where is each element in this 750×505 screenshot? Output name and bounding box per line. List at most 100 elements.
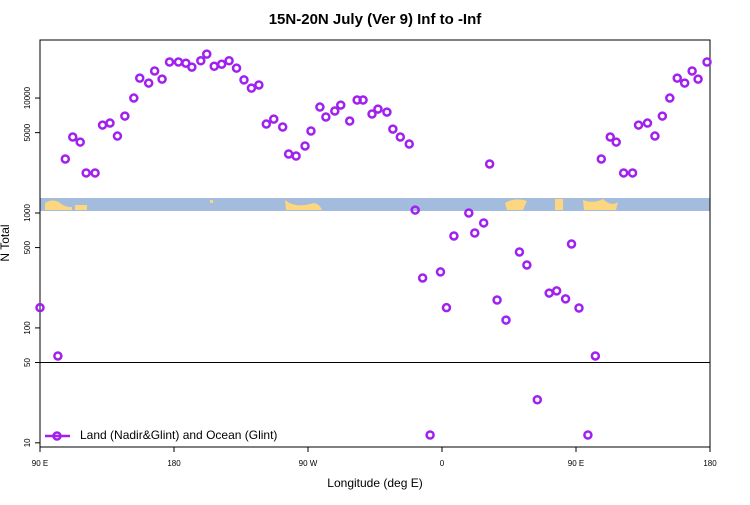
point	[665, 93, 675, 103]
point	[470, 228, 480, 238]
point	[611, 137, 621, 147]
x-tick-label: 90 E	[32, 459, 48, 468]
point	[605, 132, 615, 142]
point	[449, 231, 459, 241]
point	[75, 137, 85, 147]
point	[373, 104, 383, 114]
point	[484, 159, 495, 169]
point	[68, 132, 78, 142]
point	[650, 131, 660, 141]
point	[202, 49, 212, 59]
point	[633, 120, 644, 130]
x-tick-label: 180	[167, 459, 181, 468]
point	[464, 208, 474, 218]
point	[164, 57, 175, 67]
x-tick-label: 90 W	[299, 459, 318, 468]
point	[321, 112, 331, 122]
x-axis-label: Longitude (deg E)	[327, 476, 422, 490]
point	[382, 107, 392, 117]
point	[269, 114, 279, 124]
x-tick-label: 180	[703, 459, 717, 468]
point	[120, 111, 130, 121]
point	[300, 141, 310, 151]
point	[672, 73, 682, 83]
point	[702, 57, 712, 67]
point	[112, 131, 123, 141]
point	[566, 239, 577, 249]
point	[291, 151, 301, 161]
x-tick-label: 90 E	[568, 459, 584, 468]
point	[336, 100, 346, 110]
point	[129, 93, 139, 103]
point	[441, 302, 452, 313]
point	[90, 168, 100, 178]
point	[315, 102, 325, 112]
point	[478, 218, 489, 228]
point	[246, 83, 257, 93]
point	[417, 273, 428, 283]
point	[105, 118, 115, 128]
point	[344, 116, 355, 126]
point	[196, 56, 206, 66]
point	[395, 132, 406, 142]
point	[187, 62, 197, 72]
point	[596, 154, 607, 164]
point	[514, 247, 525, 257]
point	[53, 351, 63, 361]
y-tick-label: 50	[23, 358, 32, 367]
point	[157, 74, 167, 84]
point	[492, 295, 502, 305]
map-strip	[40, 198, 710, 211]
point	[618, 168, 629, 178]
point	[35, 302, 45, 313]
point	[410, 205, 420, 215]
y-axis-label: N Total	[0, 224, 12, 261]
point	[435, 267, 446, 277]
point	[590, 351, 601, 361]
point	[143, 78, 154, 88]
point	[224, 56, 234, 66]
legend-marker	[52, 431, 62, 441]
point	[239, 75, 249, 85]
point	[216, 59, 227, 69]
point	[358, 95, 368, 105]
point	[277, 122, 288, 132]
point	[560, 294, 571, 304]
point	[583, 430, 593, 440]
point	[261, 119, 272, 129]
point	[642, 118, 653, 128]
x-tick-label: 0	[440, 459, 445, 468]
point	[404, 139, 414, 149]
point	[254, 80, 264, 90]
point	[425, 430, 435, 440]
point	[306, 126, 316, 136]
point	[135, 73, 145, 83]
point	[532, 395, 543, 405]
y-tick-label: 5000	[23, 123, 32, 141]
legend-label: Land (Nadir&Glint) and Ocean (Glint)	[80, 428, 277, 442]
point	[81, 168, 91, 178]
plot-frame	[39, 39, 711, 448]
point	[149, 66, 160, 76]
y-tick-label: 1000	[23, 204, 32, 222]
point	[627, 168, 638, 178]
y-tick-label: 100	[23, 321, 32, 335]
point	[231, 63, 242, 73]
point	[501, 315, 511, 325]
y-tick-label: 10	[23, 438, 32, 447]
point	[60, 154, 71, 164]
point	[679, 78, 690, 88]
point	[574, 303, 584, 313]
point	[551, 286, 562, 296]
point	[367, 109, 377, 119]
y-tick-label: 10000	[23, 86, 32, 109]
point	[388, 124, 398, 134]
chart-title: 15N-20N July (Ver 9) Inf to -Inf	[269, 11, 483, 28]
y-tick-label: 500	[23, 240, 32, 254]
point	[522, 260, 532, 270]
point	[693, 74, 703, 84]
point	[657, 111, 668, 121]
point	[330, 106, 340, 116]
